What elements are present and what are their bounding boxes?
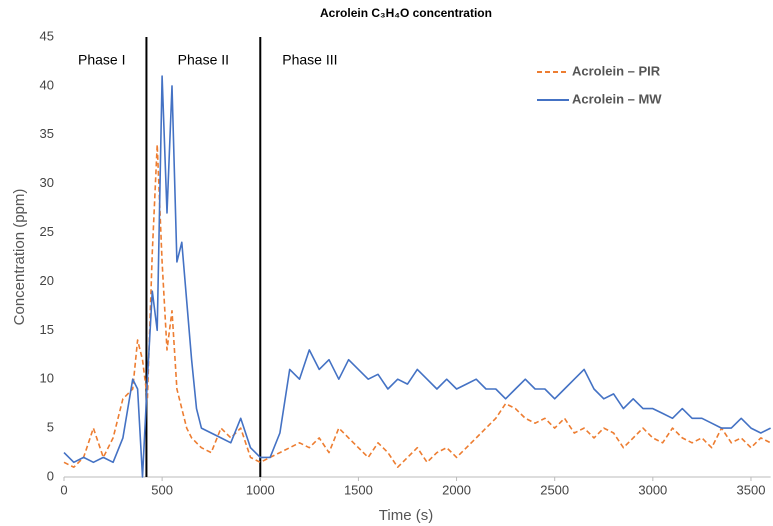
x-tick-label: 2000 — [442, 482, 471, 497]
y-tick-label: 25 — [40, 224, 54, 239]
y-axis-label: Concentration (ppm) — [11, 189, 28, 326]
x-tick-label: 0 — [60, 482, 67, 497]
x-tick-label: 1500 — [344, 482, 373, 497]
y-tick-label: 30 — [40, 175, 54, 190]
x-tick-label: 500 — [151, 482, 173, 497]
x-tick-label: 3000 — [638, 482, 667, 497]
y-tick-label: 10 — [40, 371, 54, 386]
y-tick-label: 5 — [47, 420, 54, 435]
phase-label: Phase II — [178, 52, 229, 68]
x-axis-label: Time (s) — [379, 507, 433, 524]
x-tick-label: 1000 — [246, 482, 275, 497]
y-tick-label: 15 — [40, 322, 54, 337]
phase-label: Phase III — [282, 52, 337, 68]
y-tick-label: 40 — [40, 77, 54, 92]
y-tick-label: 35 — [40, 126, 54, 141]
y-tick-label: 45 — [40, 28, 54, 43]
data-line — [63, 143, 771, 468]
legend-label: Acrolein – MW — [572, 91, 662, 106]
y-tick-label: 0 — [47, 468, 54, 483]
chart-title: Acrolein C₃H₄O concentration — [320, 6, 492, 20]
phase-label: Phase I — [78, 52, 125, 68]
x-tick-label: 2500 — [540, 482, 569, 497]
data-line — [63, 75, 771, 478]
x-tick-label: 3500 — [737, 482, 766, 497]
legend-label: Acrolein – PIR — [572, 63, 661, 78]
y-tick-label: 20 — [40, 273, 54, 288]
